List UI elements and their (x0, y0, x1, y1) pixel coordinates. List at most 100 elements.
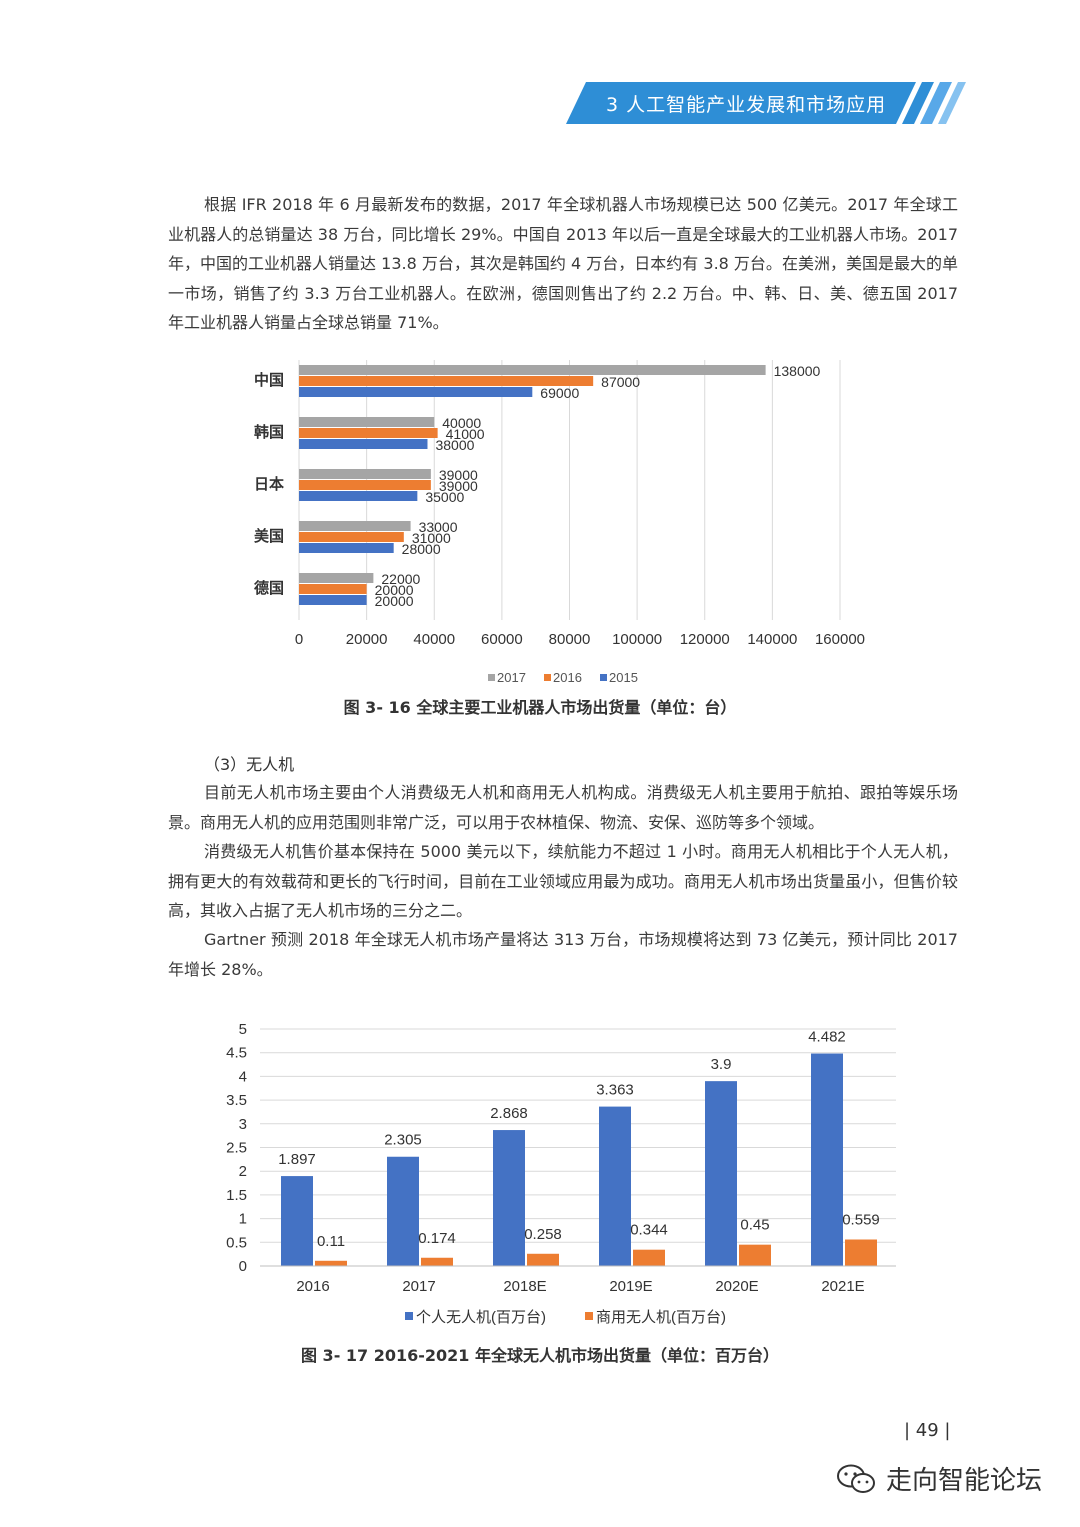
legend-swatch (585, 1312, 593, 1320)
data-label: 3.363 (596, 1082, 634, 1099)
legend-swatch (488, 674, 495, 681)
bar (705, 1081, 737, 1266)
figure-16-caption: 图 3- 16 全球主要工业机器人市场出货量（单位：台） (343, 698, 737, 717)
bar (299, 543, 394, 553)
legend-swatch (544, 674, 551, 681)
category-label: 韩国 (254, 423, 284, 441)
bar (845, 1239, 877, 1266)
data-label: 40000 (442, 415, 481, 431)
section-paragraph-2: 消费级无人机售价基本保持在 5000 美元以下，续航能力不超过 1 小时。商用无… (168, 842, 958, 920)
x-tick-label: 60000 (481, 631, 523, 648)
x-tick-label: 140000 (747, 631, 797, 648)
x-tick-label: 2020E (715, 1278, 758, 1295)
bar (599, 1106, 631, 1266)
y-tick-label: 4.5 (226, 1045, 247, 1062)
x-tick-label: 2017 (402, 1278, 435, 1295)
industrial-robot-bar-chart: 0 20000 40000 60000 80000 100000 120000 140000 1… (254, 360, 865, 685)
data-label: 87000 (601, 374, 640, 390)
x-tick-label: 40000 (413, 631, 455, 648)
category-label: 日本 (254, 475, 284, 493)
y-tick-label: 5 (239, 1021, 247, 1038)
x-tick-label: 20000 (346, 631, 388, 648)
bar (299, 439, 428, 449)
bar (299, 491, 418, 501)
data-label: 0.174 (418, 1230, 456, 1247)
bar (739, 1244, 771, 1266)
intro-paragraph: 根据 IFR 2018 年 6 月最新发布的数据，2017 年全球机器人市场规模… (168, 195, 958, 332)
bar (299, 521, 411, 531)
data-label: 39000 (439, 467, 478, 483)
chapter-title: 3 人工智能产业发展和市场应用 (606, 94, 887, 116)
bar (387, 1156, 419, 1266)
data-label: 38000 (435, 437, 474, 453)
data-label: 0.559 (842, 1212, 880, 1229)
data-label: 31000 (412, 530, 451, 546)
y-tick-label: 1 (239, 1211, 247, 1228)
bar (299, 365, 766, 375)
data-label: 33000 (419, 519, 458, 535)
category-label: 德国 (254, 579, 284, 597)
y-tick-label: 1.5 (226, 1187, 247, 1204)
category-label: 美国 (254, 527, 284, 545)
y-tick-label: 2 (239, 1163, 247, 1180)
bar (299, 376, 594, 386)
section-paragraph-3: Gartner 预测 2018 年全球无人机市场产量将达 313 万台，市场规模… (168, 930, 958, 979)
x-tick-label: 2021E (821, 1278, 864, 1295)
legend-swatch (600, 674, 607, 681)
bar (633, 1249, 665, 1266)
figure-17-caption: 图 3- 17 2016-2021 年全球无人机市场出货量（单位：百万台） (300, 1346, 780, 1365)
legend-label: 2015 (609, 670, 638, 685)
x-tick-label: 2018E (503, 1278, 546, 1295)
bar (299, 387, 533, 397)
data-label: 0.258 (524, 1226, 562, 1243)
bar (493, 1130, 525, 1266)
x-tick-label: 100000 (612, 631, 662, 648)
bar (281, 1176, 313, 1266)
legend-label: 个人无人机(百万台) (416, 1309, 546, 1326)
bar (421, 1257, 453, 1266)
y-tick-label: 0 (239, 1258, 247, 1275)
data-label: 3.9 (711, 1056, 732, 1073)
data-label: 0.11 (317, 1233, 345, 1250)
data-label: 138000 (774, 363, 821, 379)
page-number: | 49 | (904, 1420, 951, 1441)
x-tick-label: 80000 (549, 631, 591, 648)
section-heading: （3）无人机 (204, 755, 295, 774)
legend-label: 2016 (553, 670, 582, 685)
y-tick-label: 0.5 (226, 1234, 247, 1251)
data-label: 28000 (402, 541, 441, 557)
x-tick-label: 0 (295, 631, 303, 648)
category-label: 中国 (254, 371, 284, 389)
bar (299, 428, 438, 438)
bar (299, 532, 404, 542)
bar (299, 480, 431, 490)
watermark-text: 走向智能论坛 (886, 1466, 1043, 1496)
data-label: 0.344 (630, 1222, 668, 1239)
data-label: 22000 (381, 571, 420, 587)
data-label: 2.868 (490, 1105, 528, 1122)
y-tick-label: 3.5 (226, 1092, 247, 1109)
bar (299, 584, 367, 594)
data-label: 0.45 (740, 1217, 769, 1234)
data-label: 35000 (425, 489, 464, 505)
bar (299, 573, 374, 583)
data-label: 20000 (375, 582, 414, 598)
legend-label: 2017 (497, 670, 526, 685)
x-tick-label: 2019E (609, 1278, 652, 1295)
data-label: 69000 (540, 385, 579, 401)
x-tick-label: 160000 (815, 631, 865, 648)
drone-shipment-bar-chart: 0 0.5 1 1.5 2 2.5 3 3.5 4 4.5 5 2016 1.897 0.11 2017 2.… (226, 1021, 896, 1326)
legend-label: 商用无人机(百万台) (596, 1309, 726, 1326)
data-label: 1.897 (278, 1151, 316, 1168)
x-tick-label: 120000 (680, 631, 730, 648)
bar (299, 417, 435, 427)
bar (811, 1053, 843, 1266)
wechat-icon (837, 1464, 875, 1493)
section-paragraph-1: 目前无人机市场主要由个人消费级无人机和商用无人机构成。消费级无人机主要用于航拍、… (168, 783, 958, 832)
data-label: 39000 (439, 478, 478, 494)
bar (299, 469, 431, 479)
banner-shape (566, 82, 966, 124)
watermark: 走向智能论坛 (836, 1460, 1042, 1497)
data-label: 2.305 (384, 1132, 422, 1149)
y-tick-label: 2.5 (226, 1140, 247, 1157)
